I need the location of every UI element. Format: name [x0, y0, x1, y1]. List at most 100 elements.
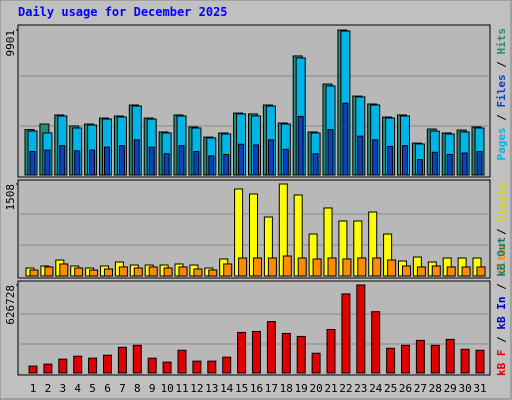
x-tick-label: 24 — [369, 382, 383, 395]
bar — [445, 338, 455, 374]
chart-title: Daily usage for December 2025 — [18, 5, 228, 19]
bar — [475, 349, 485, 374]
bar — [372, 257, 382, 277]
bar — [162, 361, 172, 374]
bar — [74, 150, 81, 176]
bar — [223, 263, 233, 277]
bar — [44, 266, 54, 277]
bar — [118, 266, 128, 277]
x-tick-label: 29 — [444, 382, 457, 395]
bar — [415, 339, 425, 374]
bar — [133, 267, 143, 277]
bar — [312, 153, 319, 176]
bar — [117, 346, 127, 374]
bar — [118, 145, 125, 176]
bar — [327, 257, 337, 277]
x-tick-label: 12 — [190, 382, 203, 395]
bar — [296, 335, 306, 374]
x-tick-label: 1 — [30, 382, 37, 395]
x-tick-label: 25 — [384, 382, 397, 395]
bar — [252, 330, 261, 374]
bar — [416, 159, 423, 176]
x-tick-label: 5 — [89, 382, 96, 395]
bar — [59, 145, 66, 176]
bar — [311, 352, 321, 374]
bar — [341, 293, 351, 374]
bar — [104, 146, 110, 176]
bar — [430, 344, 440, 374]
bar — [282, 255, 292, 277]
bar — [222, 356, 232, 374]
bar — [342, 102, 349, 176]
x-tick-label: 11 — [175, 382, 188, 395]
bar — [104, 268, 113, 277]
bar — [44, 149, 51, 176]
x-tick-label: 3 — [59, 382, 66, 395]
bar — [460, 348, 470, 374]
bar — [461, 266, 471, 277]
bar — [402, 145, 408, 176]
x-tick-label: 19 — [295, 382, 308, 395]
y-tick-label: 626728 — [4, 285, 17, 325]
bar — [193, 268, 203, 277]
y-tick-label: 1508 — [4, 184, 17, 211]
bar — [29, 151, 36, 176]
bar — [148, 146, 155, 176]
x-tick-label: 14 — [220, 382, 234, 395]
bar — [207, 360, 217, 374]
bar — [193, 151, 200, 176]
bar — [357, 135, 364, 176]
x-tick-label: 13 — [205, 382, 218, 395]
bar — [192, 360, 202, 374]
x-tick-label: 31 — [473, 382, 486, 395]
bar — [163, 153, 170, 176]
legend-entry: Visits — [495, 182, 508, 222]
bar — [177, 349, 187, 374]
bar — [446, 266, 456, 277]
bar — [253, 144, 259, 176]
bar — [133, 139, 140, 176]
legend: Pages / Files / Hits — [495, 28, 508, 161]
bar — [387, 145, 394, 176]
legend-entry: kB Out — [495, 237, 508, 277]
bar — [267, 257, 277, 277]
bar — [103, 354, 112, 374]
x-tick-label: 4 — [74, 382, 81, 395]
x-tick-label: 18 — [280, 382, 293, 395]
x-tick-label: 17 — [265, 382, 278, 395]
legend-entry: kB In — [495, 297, 508, 330]
x-tick-label: 7 — [119, 382, 126, 395]
x-tick-label: 2 — [45, 382, 52, 395]
bar — [416, 266, 426, 277]
x-tick-label: 15 — [235, 382, 248, 395]
legend-entry: Files — [495, 74, 508, 107]
bar — [29, 269, 39, 277]
bar — [476, 151, 483, 176]
bar — [238, 143, 245, 176]
bar — [132, 344, 142, 374]
x-tick-label: 30 — [458, 382, 471, 395]
x-tick-label: 28 — [429, 382, 442, 395]
x-tick-label: 6 — [104, 382, 111, 395]
bar — [208, 155, 215, 176]
x-tick-label: 21 — [324, 382, 337, 395]
bar — [163, 267, 173, 277]
bar — [386, 347, 396, 374]
bar — [89, 269, 99, 277]
bar — [281, 332, 291, 374]
x-tick-label: 8 — [134, 382, 141, 395]
x-tick-label: 16 — [250, 382, 263, 395]
bar — [178, 145, 185, 176]
x-tick-label: 26 — [399, 382, 412, 395]
bar — [253, 257, 262, 277]
x-tick-label: 23 — [354, 382, 367, 395]
legend: kB F / kB In / kB Out — [495, 237, 508, 376]
bar — [327, 129, 334, 176]
legend-entry: Sites — [495, 242, 508, 275]
x-tick-label: 27 — [414, 382, 427, 395]
bar — [89, 149, 96, 176]
x-tick-label: 10 — [160, 382, 173, 395]
bar — [28, 365, 38, 374]
bar — [356, 284, 366, 374]
bar — [223, 153, 230, 176]
